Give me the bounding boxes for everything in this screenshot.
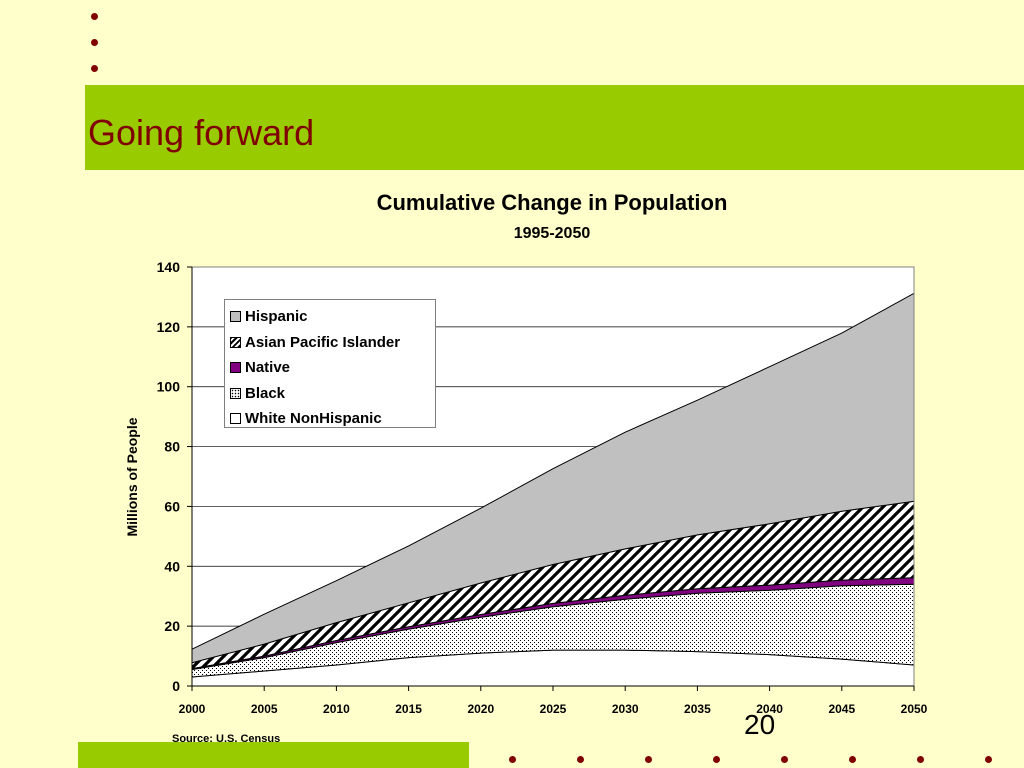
legend-label-hispanic: Hispanic (245, 308, 308, 326)
legend-label-native: Native (245, 359, 291, 377)
y-tick-label-40: 40 (164, 558, 180, 574)
top-bullet-3 (91, 65, 98, 72)
legend-swatch-white-nonhispanic (230, 413, 241, 425)
x-tick-label-2030: 2030 (612, 702, 639, 716)
slide-title: Going forward (88, 112, 315, 153)
bottom-bullet-7 (917, 756, 924, 763)
y-tick-label-120: 120 (157, 319, 181, 335)
bottom-band (78, 742, 469, 768)
bottom-bullet-8 (985, 756, 992, 763)
chart-title: Cumulative Change in Population (377, 190, 728, 215)
legend-item-native: Native (225, 355, 435, 381)
legend-label-white-nonhispanic: White NonHispanic (245, 410, 382, 428)
bottom-bullet-1 (509, 756, 516, 763)
bottom-bullet-6 (849, 756, 856, 763)
x-tick-label-2010: 2010 (323, 702, 350, 716)
x-tick-label-2000: 2000 (179, 702, 206, 716)
source-note: Source: U.S. Census (172, 733, 281, 745)
bottom-bullet-5 (781, 756, 788, 763)
bottom-bullet-3 (645, 756, 652, 763)
page-number: 20 (744, 709, 776, 740)
top-bullet-1 (91, 13, 98, 20)
x-tick-label-2020: 2020 (467, 702, 494, 716)
bottom-bullet-4 (713, 756, 720, 763)
x-tick-label-2025: 2025 (540, 702, 567, 716)
y-tick-label-20: 20 (164, 618, 180, 634)
legend-item-black: Black (225, 381, 435, 407)
x-tick-label-2035: 2035 (684, 702, 711, 716)
x-tick-label-2045: 2045 (828, 702, 855, 716)
y-tick-label-140: 140 (157, 259, 181, 275)
x-tick-label-2005: 2005 (251, 702, 278, 716)
top-bullet-2 (91, 39, 98, 46)
legend-item-hispanic: Hispanic (225, 304, 435, 330)
chart-subtitle: 1995-2050 (514, 225, 591, 242)
legend-swatch-native (230, 362, 241, 374)
legend-label-black: Black (245, 384, 286, 402)
y-tick-label-0: 0 (172, 678, 180, 694)
legend-item-asian-pacific-islander: Asian Pacific Islander (225, 330, 435, 356)
legend-swatch-black (230, 387, 241, 399)
legend-label-asian-pacific-islander: Asian Pacific Islander (245, 333, 401, 351)
bottom-bullet-2 (577, 756, 584, 763)
y-axis-label: Millions of People (124, 417, 140, 536)
title-band (85, 85, 1024, 170)
y-tick-label-60: 60 (164, 498, 180, 514)
y-tick-label-100: 100 (157, 379, 181, 395)
legend-item-white-nonhispanic: White NonHispanic (225, 406, 435, 432)
x-tick-label-2040: 2040 (756, 702, 783, 716)
x-tick-label-2015: 2015 (395, 702, 422, 716)
legend-swatch-asian-pacific-islander (230, 336, 241, 348)
chart-legend: Hispanic Asian Pacific Islander Native B… (224, 299, 436, 428)
y-tick-label-80: 80 (164, 439, 180, 455)
x-tick-label-2050: 2050 (901, 702, 928, 716)
legend-swatch-hispanic (230, 311, 241, 323)
